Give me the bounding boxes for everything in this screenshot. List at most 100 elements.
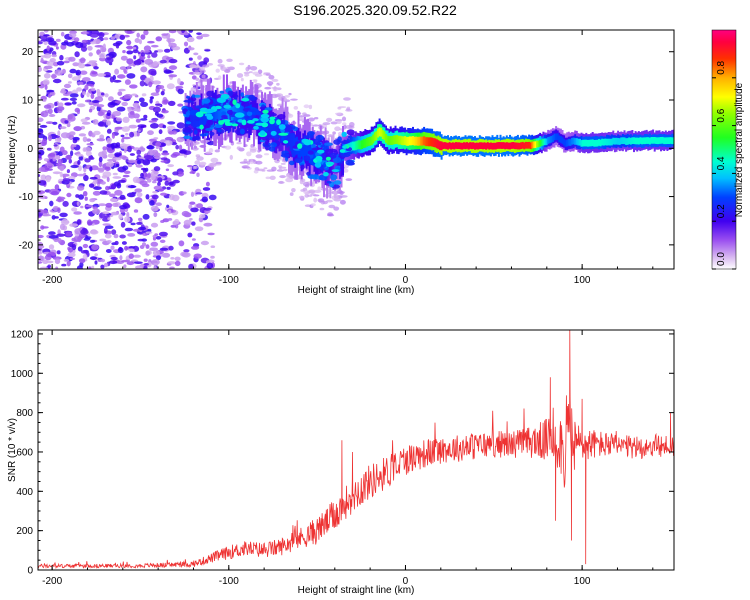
ridge-cell <box>647 137 650 144</box>
noise-cell <box>195 77 200 82</box>
noise-cell <box>154 151 159 158</box>
noise-cell <box>71 144 77 148</box>
ridge-cell <box>512 142 515 149</box>
ridge-core <box>303 139 312 146</box>
noise-cell <box>38 250 43 255</box>
noise-cell <box>143 258 148 262</box>
ridge-cell <box>642 137 645 145</box>
ridge-cell <box>330 157 333 176</box>
ridge-cell <box>482 142 484 150</box>
noise-cell <box>168 42 177 48</box>
ridge-blob <box>246 111 253 117</box>
noise-cell <box>88 60 98 63</box>
noise-cell <box>94 253 98 257</box>
noise-cell <box>141 167 146 171</box>
noise-cell <box>127 185 137 188</box>
noise-cell <box>304 193 309 198</box>
ridge-cell <box>497 142 500 149</box>
noise-cell <box>61 41 69 46</box>
noise-cell <box>197 55 202 60</box>
noise-cell <box>300 189 306 192</box>
noise-cell <box>252 71 259 76</box>
noise-cell <box>298 195 305 199</box>
noise-cell <box>119 205 128 210</box>
noise-cell <box>172 171 179 176</box>
noise-cell <box>153 212 158 218</box>
y-tick-label: 800 <box>16 408 33 419</box>
noise-cell <box>172 152 181 157</box>
noise-cell <box>188 36 192 40</box>
ridge-cell <box>598 139 600 146</box>
noise-cell <box>64 102 72 106</box>
ridge-blob <box>268 112 277 117</box>
noise-cell <box>114 68 119 75</box>
noise-cell <box>249 66 258 71</box>
noise-cell <box>284 95 290 98</box>
noise-cell <box>119 234 126 239</box>
noise-cell <box>50 191 60 196</box>
noise-cell <box>122 174 130 178</box>
noise-cell <box>152 180 157 184</box>
spectrogram-x-label: Height of straight line (km) <box>298 285 415 296</box>
ridge-core <box>205 108 215 114</box>
ridge-cell <box>367 137 370 147</box>
noise-cell <box>164 180 170 186</box>
ridge-cell <box>356 140 359 150</box>
noise-cell <box>52 78 62 84</box>
noise-cell <box>47 108 53 115</box>
ridge-cell <box>361 140 364 150</box>
noise-cell <box>255 154 263 159</box>
noise-cell <box>96 89 101 94</box>
noise-cell <box>55 266 59 269</box>
noise-cell <box>278 166 287 169</box>
noise-cell <box>163 99 169 104</box>
colorbar-tick-label: 0.2 <box>716 204 727 218</box>
ridge-core <box>262 109 269 114</box>
noise-cell <box>156 113 164 118</box>
noise-cell <box>67 81 72 84</box>
noise-cell <box>155 202 162 206</box>
noise-cell <box>183 32 189 36</box>
noise-cell <box>190 87 197 92</box>
noise-cell <box>56 106 65 111</box>
noise-cell <box>123 170 131 174</box>
noise-cell <box>96 138 106 142</box>
noise-cell <box>140 34 146 40</box>
ridge-cell <box>191 108 193 126</box>
ridge-core <box>206 115 214 120</box>
noise-cell <box>118 88 126 92</box>
noise-cell <box>181 30 185 34</box>
noise-cell <box>289 192 294 197</box>
noise-cell <box>155 236 162 240</box>
noise-cell <box>192 147 199 151</box>
ridge-blob <box>265 140 269 145</box>
ridge-cell <box>510 142 513 149</box>
noise-cell <box>265 73 271 76</box>
ridge-blob <box>333 180 342 185</box>
noise-cell <box>54 101 58 107</box>
ridge-cell <box>561 137 564 144</box>
spectrogram-ridge <box>181 74 674 199</box>
ridge-core <box>260 116 270 123</box>
ridge-cell <box>350 142 352 152</box>
noise-cell <box>55 198 65 202</box>
noise-cell <box>105 202 113 208</box>
noise-cell <box>144 58 154 65</box>
noise-cell <box>100 92 105 96</box>
ridge-core <box>270 130 277 136</box>
noise-cell <box>88 52 93 57</box>
ridge-cell <box>202 107 205 126</box>
noise-cell <box>271 166 277 172</box>
noise-cell <box>126 211 130 218</box>
ridge-core <box>247 120 255 124</box>
ridge-cell <box>542 138 545 146</box>
noise-cell <box>168 58 178 64</box>
noise-cell <box>181 252 191 258</box>
ridge-cell <box>658 137 661 144</box>
noise-cell <box>98 98 103 102</box>
noise-cell <box>86 219 93 226</box>
noise-cell <box>158 85 165 90</box>
noise-cell <box>97 73 106 77</box>
y-tick-label: -20 <box>19 240 34 251</box>
noise-cell <box>91 100 100 103</box>
